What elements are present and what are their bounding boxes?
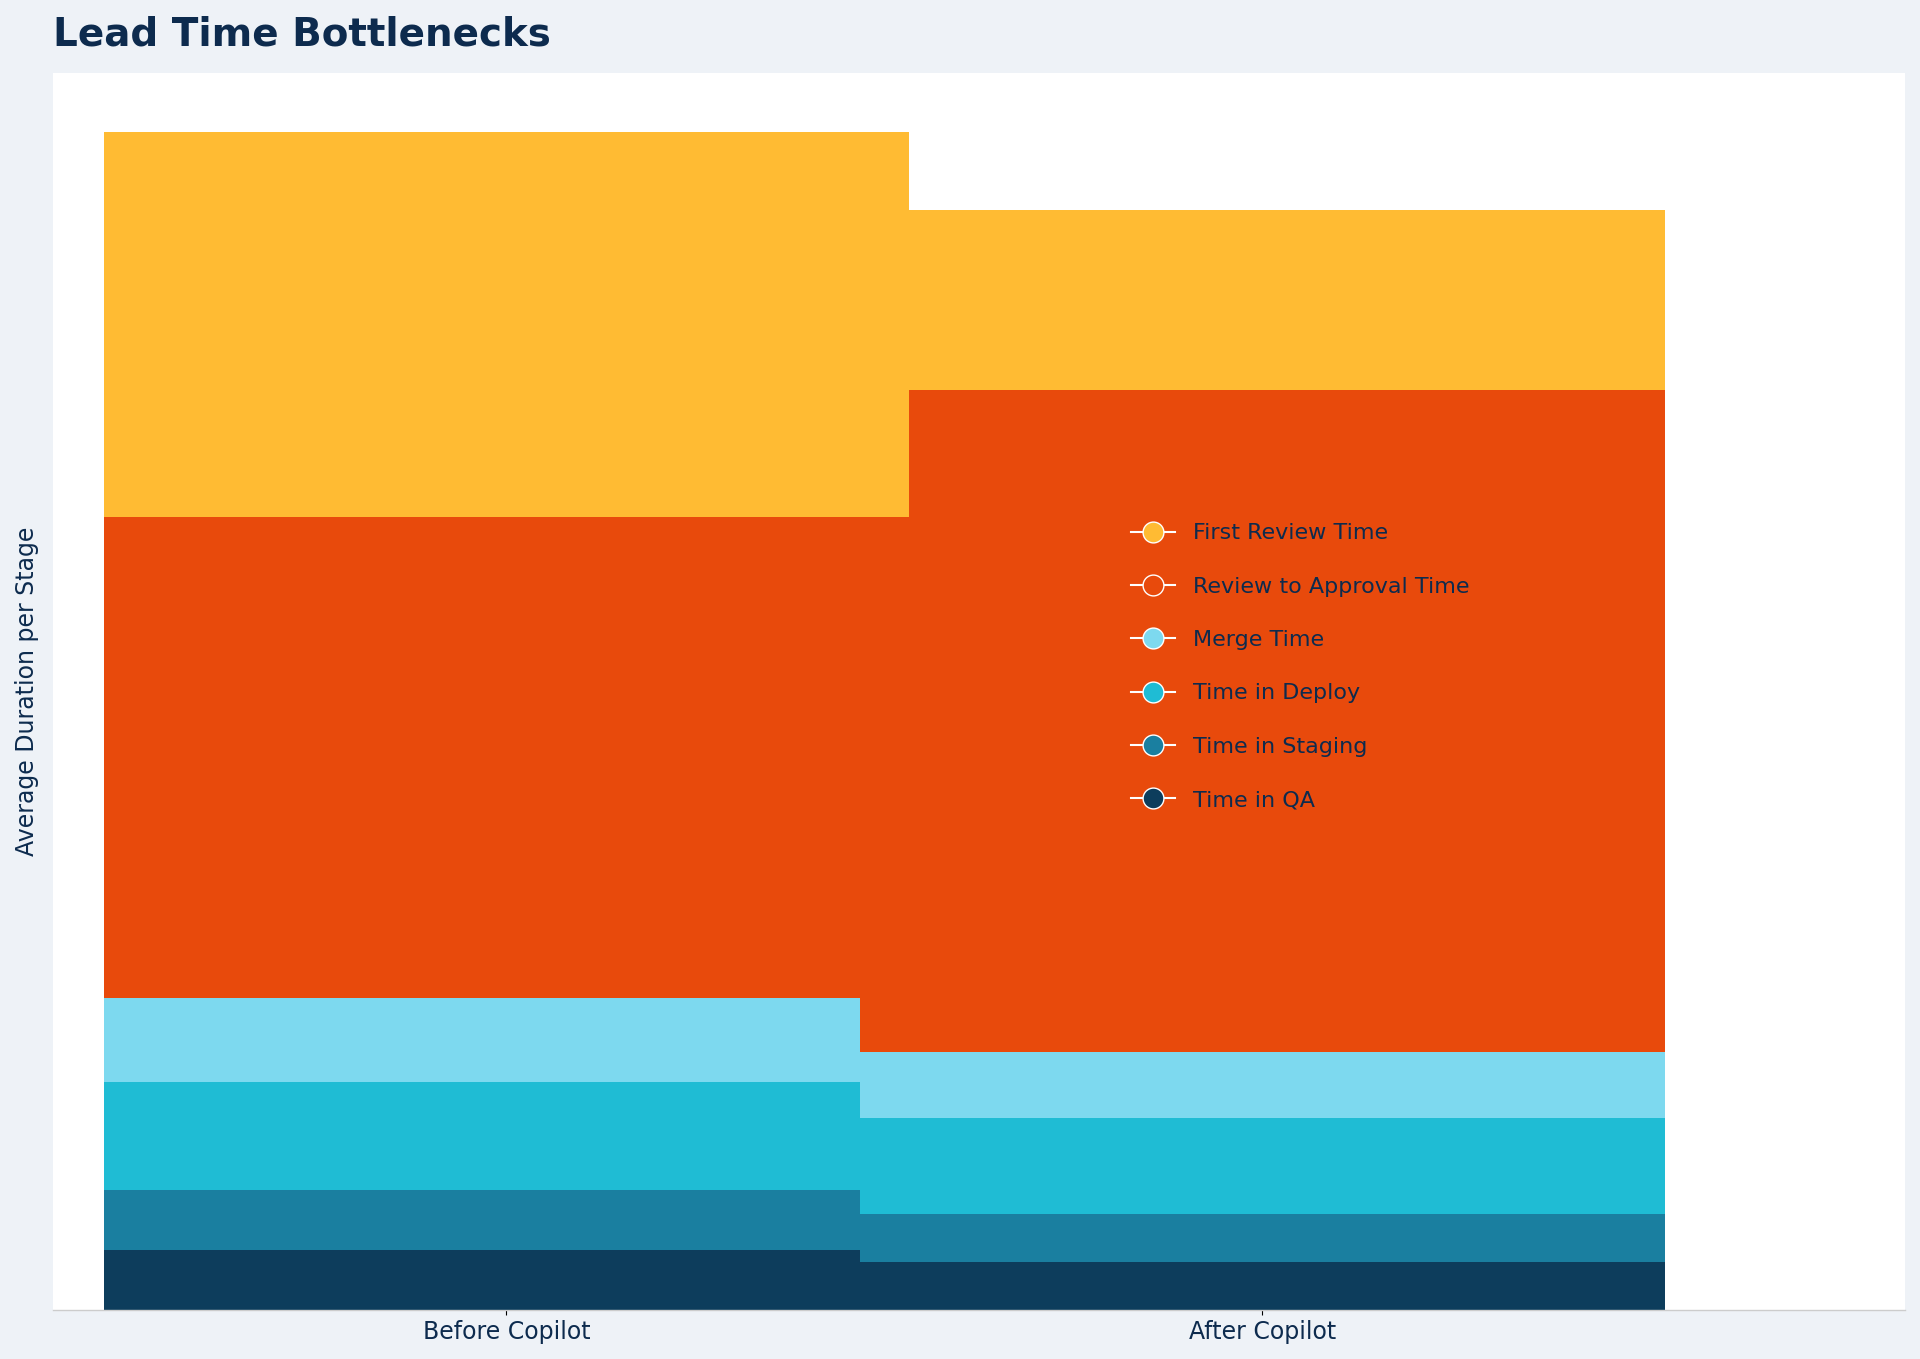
Bar bbox=[860, 1263, 1665, 1310]
Legend: First Review Time, Review to Approval Time, Merge Time, Time in Deploy, Time in : First Review Time, Review to Approval Ti… bbox=[1119, 512, 1480, 821]
Y-axis label: Average Duration per Stage: Average Duration per Stage bbox=[15, 527, 38, 856]
Bar bbox=[860, 1214, 1665, 1263]
Bar bbox=[104, 1250, 908, 1310]
Bar bbox=[104, 1190, 908, 1250]
Bar bbox=[104, 516, 908, 998]
Bar bbox=[860, 1052, 1665, 1118]
Bar bbox=[104, 1082, 908, 1190]
Bar bbox=[104, 132, 908, 516]
Text: Lead Time Bottlenecks: Lead Time Bottlenecks bbox=[54, 15, 551, 53]
Bar bbox=[860, 209, 1665, 390]
Bar bbox=[104, 998, 908, 1082]
Bar bbox=[860, 1118, 1665, 1214]
Bar bbox=[860, 390, 1665, 1052]
